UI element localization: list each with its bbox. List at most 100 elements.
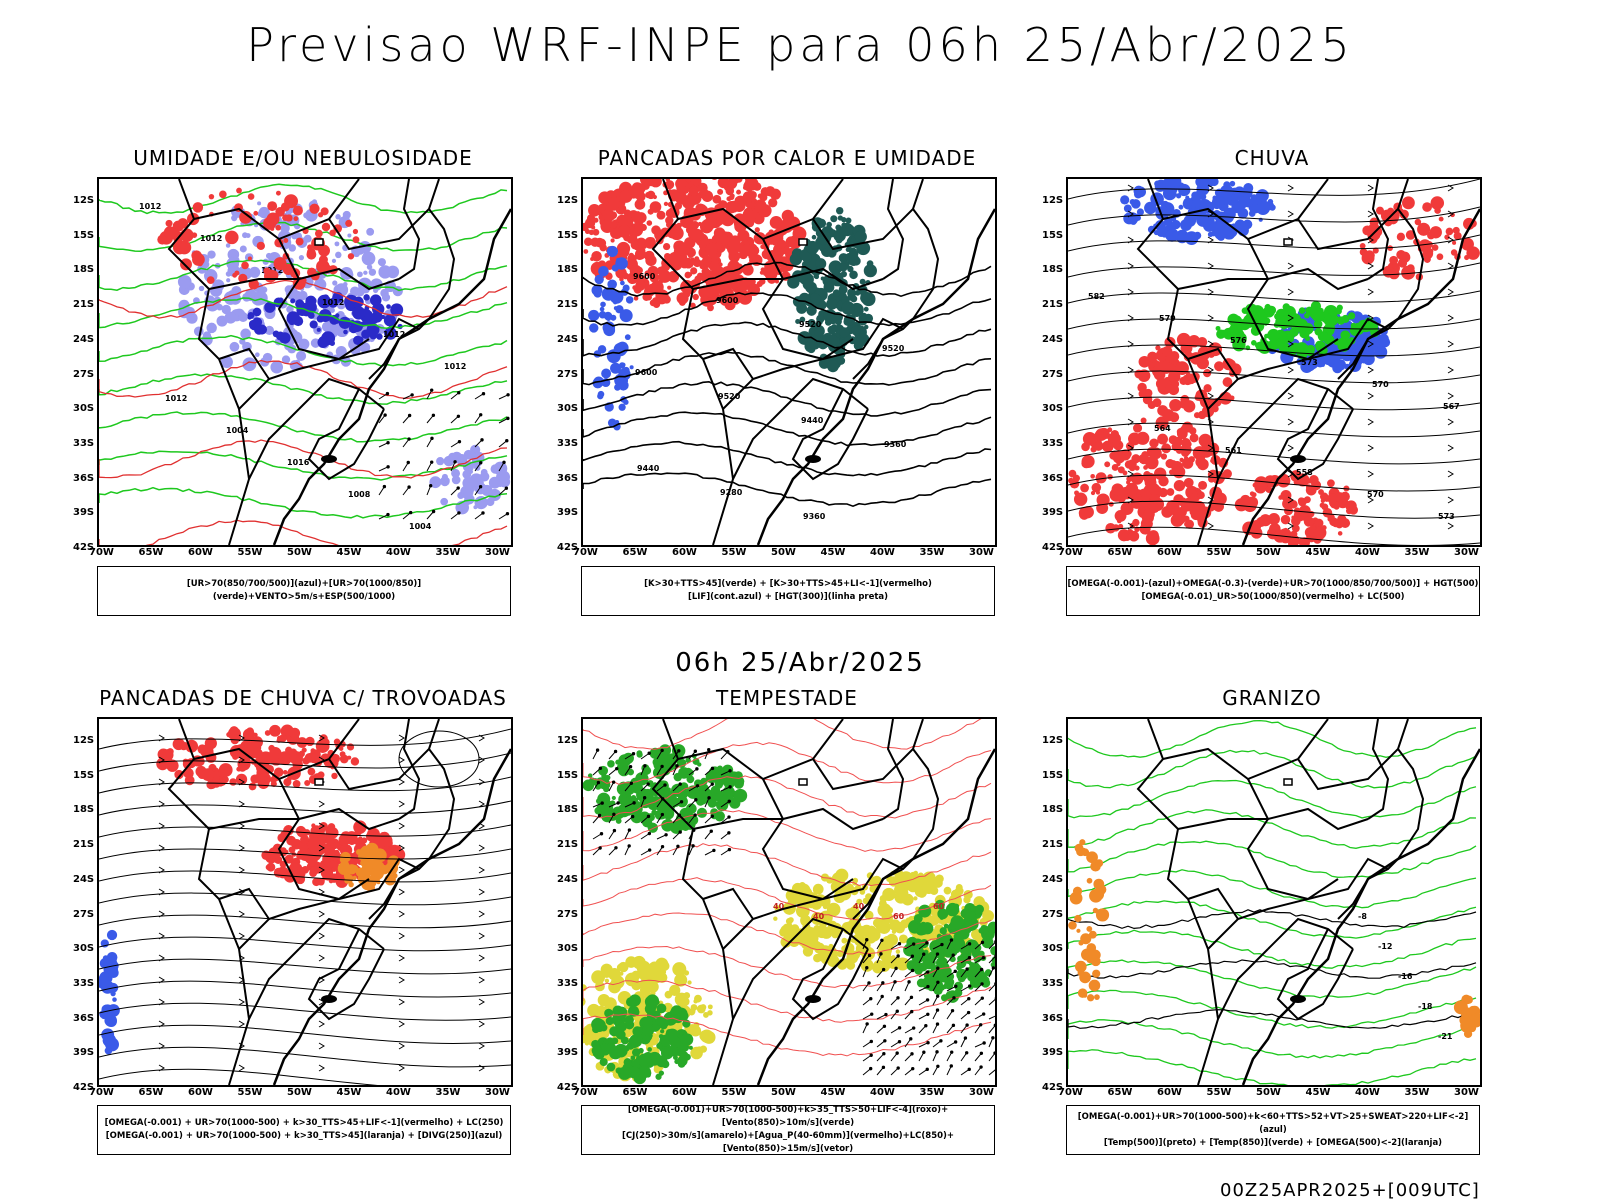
latitude-tick-label: 27S bbox=[1042, 909, 1063, 920]
latitude-tick-label: 12S bbox=[557, 735, 578, 746]
isobar-label: 1008 bbox=[348, 490, 371, 499]
latitude-tick-label: 39S bbox=[1042, 1047, 1063, 1058]
legend-line: [LIF](cont.azul) + [HGT(300)](linha pret… bbox=[582, 591, 994, 604]
longitude-tick-label: 40W bbox=[1355, 1087, 1380, 1098]
contour-label: 1012 bbox=[450, 179, 472, 181]
latitude-tick-label: 18S bbox=[1042, 804, 1063, 815]
panel-legend: [OMEGA(-0.001)+UR>70(1000-500)+k<60+TTS>… bbox=[1066, 1105, 1480, 1155]
isobar-label: 1012 bbox=[200, 234, 222, 243]
latitude-tick-label: 36S bbox=[1042, 473, 1063, 484]
latitude-tick-label: 33S bbox=[1042, 438, 1063, 449]
contour-label: 1004 bbox=[198, 179, 221, 181]
latitude-tick-label: 21S bbox=[73, 839, 94, 850]
longitude-tick-label: 60W bbox=[672, 1087, 697, 1098]
isobar-label: 1004 bbox=[409, 522, 432, 531]
temperature-label: -21 bbox=[1438, 1032, 1453, 1041]
panel-title: TEMPESTADE bbox=[581, 686, 993, 710]
forecast-map-6: -8-12-16-18-21 bbox=[1066, 717, 1482, 1087]
height-500-label: 576 bbox=[1230, 336, 1247, 345]
latitude-tick-label: 24S bbox=[73, 874, 94, 885]
latitude-tick-label: 15S bbox=[1042, 230, 1063, 241]
longitude-tick-label: 35W bbox=[1405, 1087, 1430, 1098]
omega-500-orange bbox=[1068, 839, 1109, 1001]
latitude-tick-label: 36S bbox=[557, 473, 578, 484]
latitude-tick-label: 36S bbox=[73, 1013, 94, 1024]
longitude-tick-label: 50W bbox=[1256, 547, 1281, 558]
height-label: 9440 bbox=[801, 416, 824, 425]
longitude-tick-label: 30W bbox=[485, 547, 510, 558]
height-label: 9520 bbox=[882, 344, 905, 353]
latitude-tick-label: 18S bbox=[1042, 264, 1063, 275]
temperature-label: -8 bbox=[1358, 912, 1367, 921]
contour-label: 1008 bbox=[392, 179, 415, 181]
longitude-tick-label: 55W bbox=[1207, 1087, 1232, 1098]
temperature-label: -16 bbox=[1398, 972, 1413, 981]
longitude-tick-label: 60W bbox=[672, 547, 697, 558]
run-footer: 00Z25APR2025+[009UTC] bbox=[1220, 1180, 1480, 1201]
latitude-tick-label: 36S bbox=[1042, 1013, 1063, 1024]
pressure-lines: 1012101210121012101210121012100410161008… bbox=[159, 179, 472, 181]
longitude-tick-label: 35W bbox=[920, 1087, 945, 1098]
height-500-label: 582 bbox=[1088, 292, 1105, 301]
contour-label: 1012 bbox=[324, 179, 346, 181]
height-500-label: 570 bbox=[1372, 380, 1389, 389]
longitude-tick-label: 60W bbox=[1157, 1087, 1182, 1098]
humidity-south bbox=[429, 445, 510, 515]
contour-label: 1012 bbox=[256, 179, 278, 181]
panel-legend: [UR>70(850/700/500)](azul)+[UR>70(1000/8… bbox=[97, 566, 511, 616]
longitude-tick-label: 45W bbox=[337, 547, 362, 558]
legend-line: [UR>70(850/700/500)](azul)+[UR>70(1000/8… bbox=[98, 578, 510, 604]
longitude-tick-label: 30W bbox=[1454, 547, 1479, 558]
panel-title: PANCADAS POR CALOR E UMIDADE bbox=[581, 146, 993, 170]
latitude-tick-label: 33S bbox=[557, 978, 578, 989]
latitude-tick-label: 30S bbox=[557, 943, 578, 954]
height-500-label: 567 bbox=[1443, 402, 1460, 411]
longitude-tick-label: 45W bbox=[1306, 547, 1331, 558]
latitude-tick-label: 21S bbox=[73, 299, 94, 310]
latitude-tick-label: 24S bbox=[73, 334, 94, 345]
longitude-tick-label: 35W bbox=[920, 547, 945, 558]
longitude-tick-label: 50W bbox=[771, 547, 796, 558]
height-label: 9440 bbox=[637, 464, 660, 473]
longitude-tick-label: 55W bbox=[238, 547, 263, 558]
longitude-tick-label: 65W bbox=[1108, 547, 1133, 558]
latitude-tick-label: 12S bbox=[1042, 195, 1063, 206]
longitude-tick-label: 50W bbox=[287, 1087, 312, 1098]
panel-legend: [K>30+TTS>45](verde) + [K>30+TTS>45+LI<-… bbox=[581, 566, 995, 616]
latitude-tick-label: 21S bbox=[557, 299, 578, 310]
longitude-tick-label: 40W bbox=[386, 1087, 411, 1098]
longitude-tick-label: 45W bbox=[1306, 1087, 1331, 1098]
height-label: 9280 bbox=[720, 488, 743, 497]
isobar-label: 1016 bbox=[287, 458, 310, 467]
latitude-tick-label: 15S bbox=[73, 770, 94, 781]
longitude-tick-label: 65W bbox=[623, 1087, 648, 1098]
latitude-tick-label: 33S bbox=[73, 978, 94, 989]
contour-label: 1012 bbox=[353, 179, 375, 181]
latitude-tick-label: 33S bbox=[73, 438, 94, 449]
latitude-tick-label: 21S bbox=[1042, 299, 1063, 310]
isobar-label: 1004 bbox=[226, 426, 249, 435]
latitude-tick-label: 33S bbox=[557, 438, 578, 449]
longitude-tick-label: 60W bbox=[188, 547, 213, 558]
legend-line: [OMEGA(-0.001) + UR>70(1000-500) + k>30_… bbox=[98, 1130, 510, 1143]
legend-line: [CJ(250)>30m/s](amarelo)+[Agua_P(40-60mm… bbox=[582, 1130, 994, 1156]
longitude-tick-label: 40W bbox=[386, 547, 411, 558]
latitude-tick-label: 30S bbox=[557, 403, 578, 414]
latitude-tick-label: 27S bbox=[73, 909, 94, 920]
longitude-tick-label: 55W bbox=[238, 1087, 263, 1098]
panel-title: UMIDADE E/OU NEBULOSIDADE bbox=[97, 146, 509, 170]
longitude-tick-label: 65W bbox=[139, 1087, 164, 1098]
panel-title: CHUVA bbox=[1066, 146, 1478, 170]
longitude-tick-label: 70W bbox=[89, 1087, 114, 1098]
isobar-label: 1012 bbox=[444, 362, 466, 371]
longitude-tick-label: 40W bbox=[1355, 547, 1380, 558]
longitude-tick-label: 35W bbox=[1405, 547, 1430, 558]
latitude-tick-label: 24S bbox=[1042, 334, 1063, 345]
latitude-tick-label: 30S bbox=[1042, 943, 1063, 954]
isobar-label: 1012 bbox=[139, 202, 161, 211]
rain-red-sea bbox=[1235, 470, 1358, 545]
longitude-tick-label: 70W bbox=[1058, 1087, 1083, 1098]
latitude-tick-label: 30S bbox=[73, 403, 94, 414]
latitude-tick-label: 12S bbox=[1042, 735, 1063, 746]
legend-line: [K>30+TTS>45](verde) + [K>30+TTS>45+LI<-… bbox=[582, 578, 994, 591]
